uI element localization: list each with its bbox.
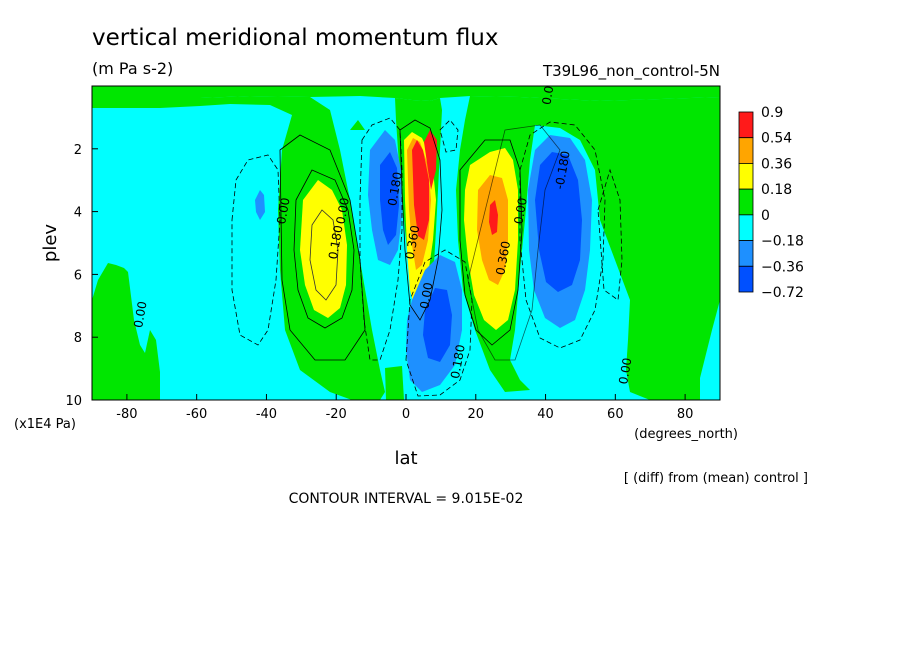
green-region-far-south — [92, 263, 160, 400]
contour-label: 0.00 — [274, 197, 292, 226]
x-axis: -80 -60 -40 -20 0 20 40 60 80 — [116, 394, 693, 422]
colorbar-label: 0.9 — [761, 105, 783, 121]
red-region-north — [489, 200, 498, 235]
units-label: (m Pa s-2) — [92, 59, 173, 78]
plot-area: 0.000.1800.000.000.1800.3600.000.1800.36… — [92, 77, 720, 400]
yellow-region-south — [300, 180, 347, 318]
x-axis-title: lat — [394, 448, 417, 469]
case-label: T39L96_non_control-5N — [542, 62, 720, 81]
contour-label: 0.00 — [334, 197, 352, 226]
colorbar-label: −0.36 — [761, 259, 804, 275]
colorbar-swatch — [738, 240, 754, 267]
contour-label: 0.00 — [539, 77, 557, 106]
y-tick-label: 10 — [65, 394, 82, 409]
y-tick-label: 6 — [74, 268, 82, 283]
red-region-equator — [412, 140, 429, 240]
x-tick-label: 0 — [402, 407, 410, 422]
y-tick-label: 2 — [74, 143, 82, 158]
contour-label: 0.180 — [385, 171, 405, 207]
colorbar-label: −0.72 — [761, 285, 804, 301]
diff-note: [ (diff) from (mean) control ] — [624, 471, 808, 486]
x-tick-label: -60 — [186, 407, 207, 422]
contour-interval: CONTOUR INTERVAL = 9.015E-02 — [289, 491, 524, 507]
green-patch-minus22 — [350, 120, 365, 130]
colorbar-label: 0.54 — [761, 131, 792, 147]
green-region-north — [456, 96, 720, 400]
x-tick-label: 40 — [537, 407, 554, 422]
red-region-equator-top — [424, 130, 437, 190]
contour-label: 0.360 — [403, 224, 423, 260]
blue-patch-minus40 — [255, 190, 265, 220]
colorbar-swatch — [738, 111, 754, 139]
x-tick-label: 20 — [468, 407, 485, 422]
deep-blue-region-north-lower — [423, 288, 452, 362]
colorbar-swatch — [738, 214, 754, 241]
colorbar-swatch — [738, 137, 754, 164]
contour-label: 0.00 — [417, 281, 435, 310]
x-tick-label: -80 — [116, 407, 137, 422]
y-axis-title: plev — [40, 224, 61, 263]
y-tick-label: 8 — [74, 331, 82, 346]
yellow-region-south-inner-dark — [309, 209, 339, 301]
colorbar-label: 0.36 — [761, 156, 792, 172]
x-tick-label: 80 — [677, 407, 694, 422]
contour-label: 0.180 — [326, 224, 346, 260]
positive-contours — [279, 119, 561, 361]
contour-label: 0.00 — [511, 197, 529, 226]
colorbar-swatch — [738, 265, 754, 293]
colorbar: 0.9 0.54 0.36 0.18 0 −0.18 −0.36 −0.72 — [738, 105, 804, 301]
green-region-south — [92, 96, 385, 400]
green-region-top-band — [92, 86, 720, 101]
y-tick-label: 4 — [74, 206, 82, 221]
y-axis: 2 4 6 8 10 — [65, 143, 98, 409]
colorbar-label: 0 — [761, 208, 770, 224]
colorbar-label: −0.18 — [761, 234, 804, 250]
x-tick-label: -20 — [326, 407, 347, 422]
contour-label: -0.180 — [552, 150, 573, 191]
x-tick-label: -40 — [256, 407, 277, 422]
deep-blue-region-north-upper — [535, 152, 582, 292]
green-patch-surface — [385, 366, 404, 400]
contour-label: 0.00 — [616, 357, 634, 386]
contour-labels: 0.000.1800.000.000.1800.3600.000.1800.36… — [131, 77, 634, 386]
contour-label: 0.180 — [448, 343, 468, 379]
colorbar-label: 0.18 — [761, 182, 792, 198]
colorbar-swatch — [738, 188, 754, 216]
contour-label: 0.360 — [493, 240, 513, 276]
x-unit-label: (degrees_north) — [634, 427, 738, 442]
x-tick-label: 60 — [607, 407, 624, 422]
y-unit-label: (x1E4 Pa) — [14, 417, 76, 432]
contour-label: 0.00 — [131, 300, 149, 329]
colorbar-swatch — [738, 163, 754, 190]
chart-title: vertical meridional momentum flux — [92, 25, 499, 51]
deep-blue-region-south-equator — [380, 152, 399, 245]
